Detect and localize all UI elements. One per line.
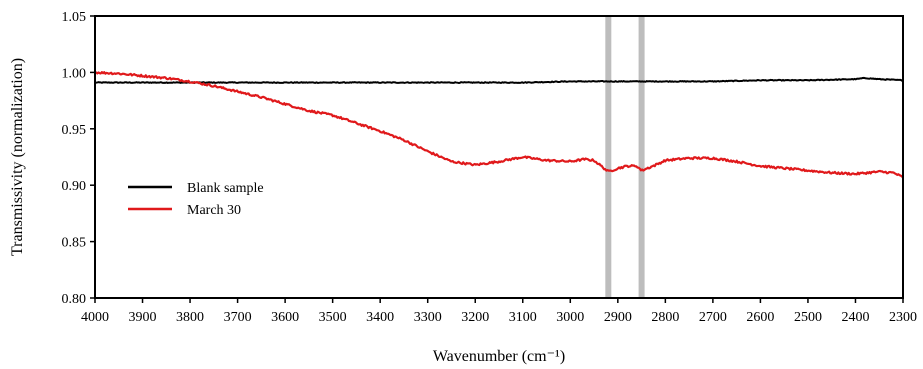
- x-tick-label: 3500: [319, 310, 347, 325]
- y-tick-label: 0.80: [62, 292, 87, 307]
- y-tick-label: 1.05: [62, 10, 87, 25]
- y-axis: 0.80 0.85 0.90 0.95 1.00 1.05: [62, 10, 96, 307]
- x-tick-label: 3900: [129, 310, 157, 325]
- x-axis-label: Wavenumber (cm⁻¹): [433, 348, 565, 365]
- x-tick-label: 3000: [556, 310, 584, 325]
- legend: Blank sample March 30: [128, 181, 264, 218]
- x-tick-label: 3800: [176, 310, 204, 325]
- y-tick-label: 0.85: [62, 236, 87, 251]
- x-tick-label: 3700: [224, 310, 252, 325]
- legend-label-blank-sample: Blank sample: [187, 181, 264, 196]
- x-tick-label: 3100: [509, 310, 537, 325]
- x-tick-label: 2500: [794, 310, 822, 325]
- x-tick-label: 3300: [414, 310, 442, 325]
- highlight-bands: [605, 16, 644, 298]
- x-tick-label: 2400: [841, 310, 869, 325]
- highlight-band-2920: [605, 16, 611, 298]
- y-tick-label: 0.95: [62, 123, 87, 138]
- series-line-blank-sample: [95, 78, 903, 83]
- y-tick-label: 0.90: [62, 179, 87, 194]
- series-layer: [95, 72, 903, 178]
- legend-label-march-30: March 30: [187, 203, 241, 218]
- series-line-march-30: [95, 72, 903, 178]
- x-tick-label: 2600: [746, 310, 774, 325]
- x-tick-label: 3200: [461, 310, 489, 325]
- x-tick-label: 3600: [271, 310, 299, 325]
- x-tick-label: 2900: [604, 310, 632, 325]
- x-tick-label: 4000: [81, 310, 109, 325]
- plot-area-frame: [95, 16, 903, 298]
- x-tick-label: 2800: [651, 310, 679, 325]
- y-tick-label: 1.00: [62, 66, 87, 81]
- x-tick-label: 2700: [699, 310, 727, 325]
- x-tick-label: 3400: [366, 310, 394, 325]
- x-tick-label: 2300: [889, 310, 917, 325]
- highlight-band-2850: [639, 16, 645, 298]
- x-axis: 4000 3900 3800 3700 3600 3500 3400 3300 3200 3100…: [81, 298, 917, 325]
- y-axis-label: Transmissivity (normalization): [9, 58, 26, 256]
